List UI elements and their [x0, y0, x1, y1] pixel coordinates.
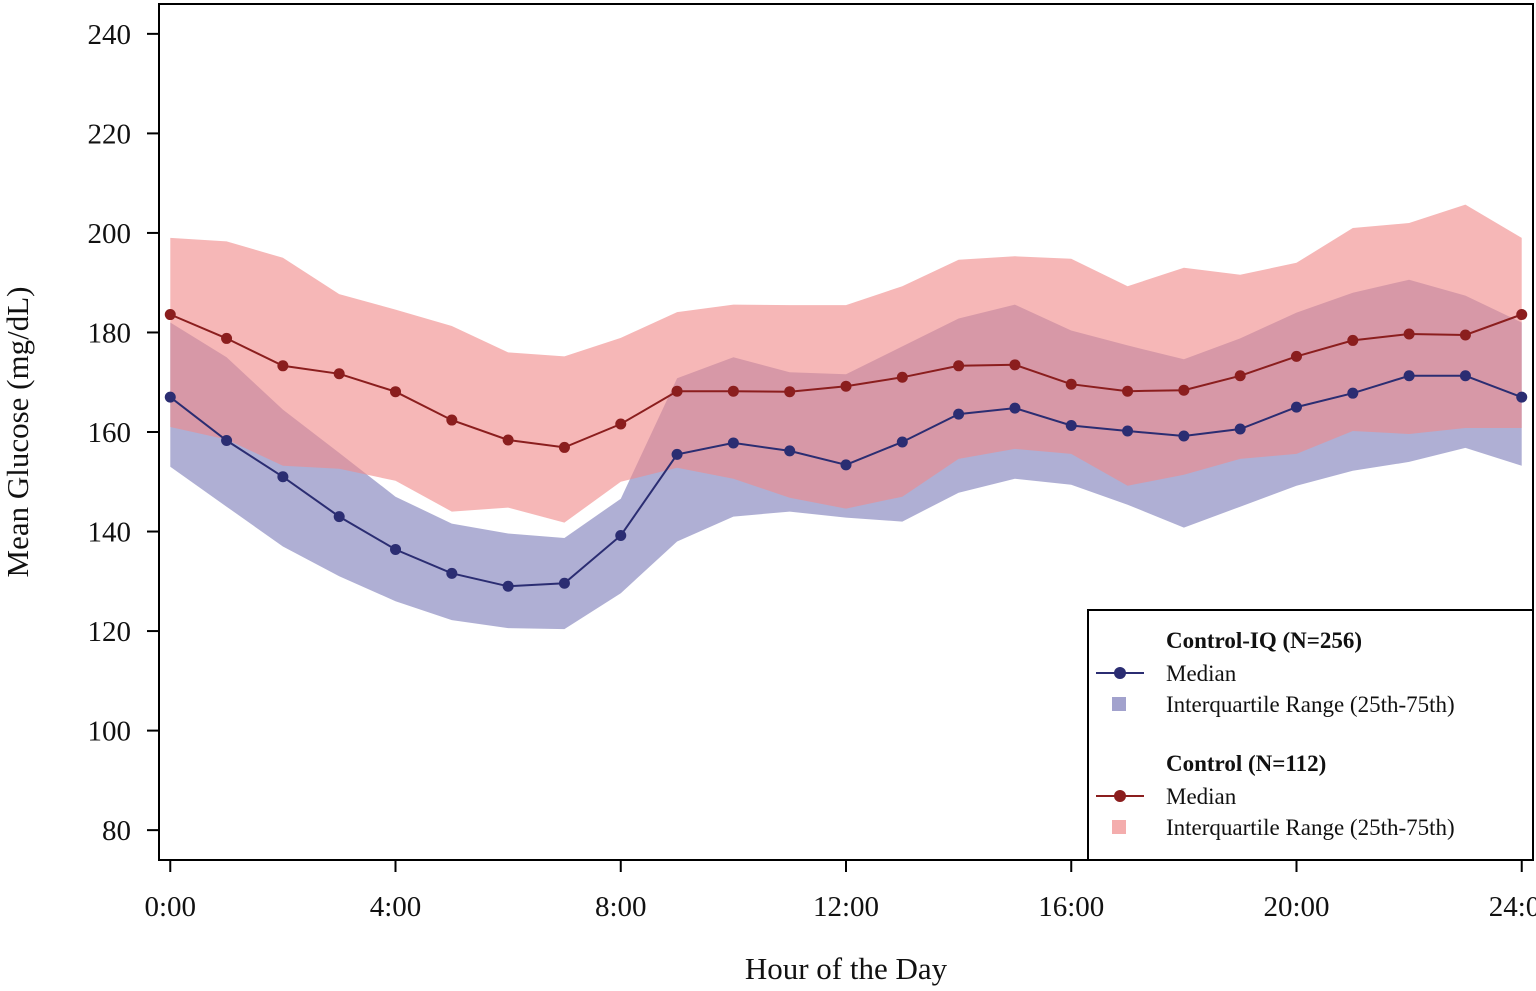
median-point — [1234, 423, 1246, 435]
median-point — [1290, 401, 1302, 413]
median-point — [671, 448, 683, 460]
median-lines — [164, 309, 1528, 592]
median-point — [1347, 387, 1359, 399]
median-point — [221, 332, 233, 344]
median-point — [1065, 378, 1077, 390]
median-point — [1122, 425, 1134, 437]
median-point — [1009, 359, 1021, 371]
legend-heading: Control (N=112) — [1166, 751, 1326, 776]
legend-heading: Control-IQ (N=256) — [1166, 628, 1362, 653]
median-point — [390, 386, 402, 398]
median-point — [896, 436, 908, 448]
legend-point-swatch — [1114, 790, 1126, 802]
y-tick-label: 120 — [88, 616, 132, 648]
median-point — [1065, 420, 1077, 432]
median-point — [333, 368, 345, 380]
median-point — [1178, 430, 1190, 442]
x-tick-label: 24:00 — [1489, 891, 1536, 923]
median-point — [164, 391, 176, 403]
median-point — [1403, 328, 1415, 340]
y-tick-label: 200 — [88, 218, 132, 250]
median-point — [446, 414, 458, 426]
y-tick-label: 140 — [88, 517, 132, 549]
median-point — [164, 309, 176, 321]
median-point — [727, 437, 739, 449]
median-point — [784, 386, 796, 398]
y-axis-title: Mean Glucose (mg/dL) — [0, 287, 35, 578]
x-tick-label: 16:00 — [1038, 891, 1104, 923]
y-axis: 80 100 120 140 160 180 200 220 240 — [88, 19, 159, 847]
median-point — [502, 580, 514, 592]
y-tick-label: 100 — [88, 716, 132, 748]
y-tick-label: 180 — [88, 317, 132, 349]
median-point — [1459, 370, 1471, 382]
median-point — [1403, 370, 1415, 382]
y-tick-label: 160 — [88, 417, 132, 449]
median-point — [1178, 384, 1190, 396]
median-point — [502, 434, 514, 446]
median-point — [558, 441, 570, 453]
legend-label: Interquartile Range (25th-75th) — [1166, 692, 1455, 717]
median-point — [1516, 309, 1528, 321]
median-point — [840, 459, 852, 471]
median-point — [784, 445, 796, 457]
median-point — [615, 418, 627, 430]
y-tick-label: 80 — [102, 815, 131, 847]
median-point — [727, 385, 739, 397]
legend-label: Median — [1166, 784, 1237, 809]
legend-label: Median — [1166, 661, 1237, 686]
iqr-bands — [170, 204, 1522, 630]
legend-point-swatch — [1114, 667, 1126, 679]
x-tick-label: 8:00 — [595, 891, 647, 923]
x-tick-label: 12:00 — [813, 891, 879, 923]
median-point — [1234, 370, 1246, 382]
x-tick-label: 0:00 — [144, 891, 196, 923]
x-axis: 0:00 4:00 8:00 12:00 16:00 20:00 24:00 — [144, 860, 1536, 923]
median-point — [558, 577, 570, 589]
legend: Control-IQ (N=256) Median Interquartile Ra… — [1087, 609, 1534, 861]
median-point — [390, 543, 402, 555]
median-point — [896, 371, 908, 383]
median-point — [221, 434, 233, 446]
median-point — [1347, 334, 1359, 346]
legend-band-swatch — [1112, 697, 1126, 711]
median-point — [615, 530, 627, 542]
y-tick-label: 240 — [88, 19, 132, 51]
legend-band-swatch — [1112, 820, 1126, 834]
median-point — [1290, 350, 1302, 362]
legend-box — [1087, 609, 1534, 861]
x-tick-label: 4:00 — [370, 891, 422, 923]
x-axis-title: Hour of the Day — [745, 951, 948, 986]
median-point — [277, 471, 289, 483]
median-point — [1459, 329, 1471, 341]
median-point — [446, 567, 458, 579]
y-tick-label: 220 — [88, 118, 132, 150]
median-point — [671, 385, 683, 397]
legend-label: Interquartile Range (25th-75th) — [1166, 815, 1455, 840]
median-point — [333, 511, 345, 523]
median-point — [1122, 385, 1134, 397]
median-point — [1516, 391, 1528, 403]
median-point — [953, 360, 965, 372]
median-point — [953, 408, 965, 420]
median-point — [277, 360, 289, 372]
x-tick-label: 20:00 — [1263, 891, 1329, 923]
median-point — [1009, 402, 1021, 414]
median-point — [840, 380, 852, 392]
